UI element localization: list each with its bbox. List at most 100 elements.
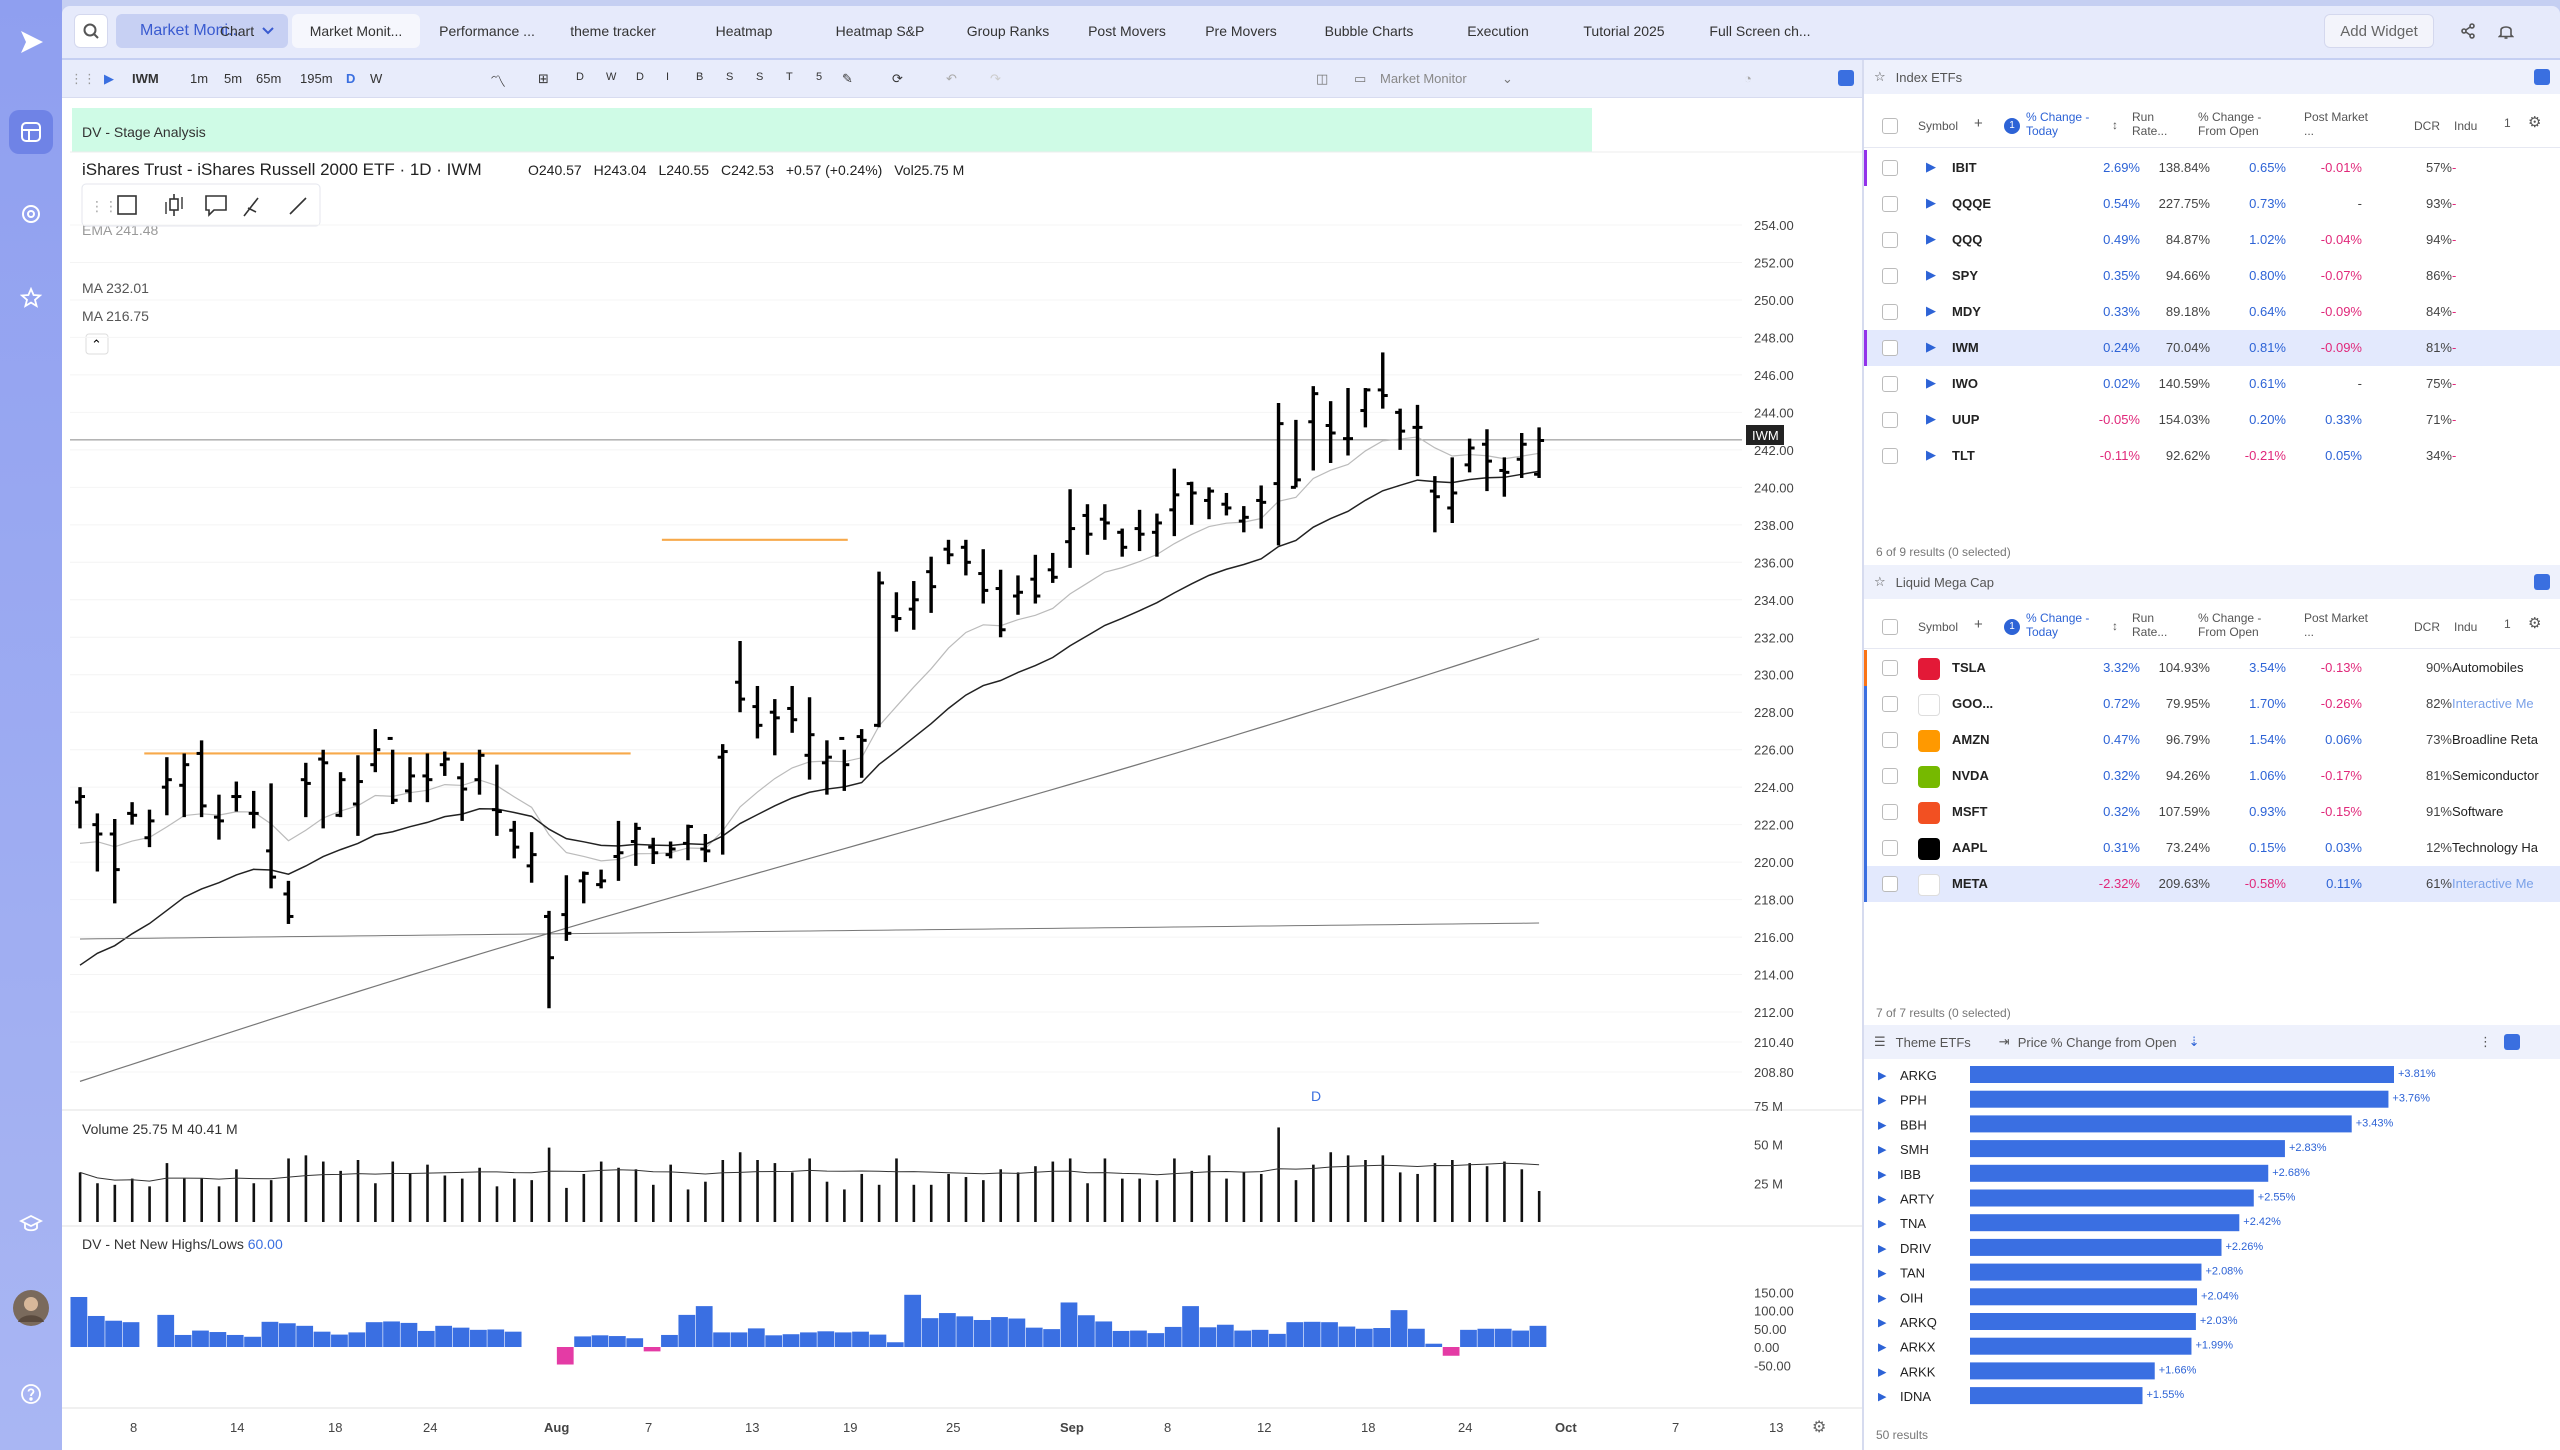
tab-heatmap-s-p[interactable]: Heatmap S&P: [835, 23, 925, 39]
row-checkbox[interactable]: [1882, 768, 1898, 784]
bell-icon[interactable]: [2492, 14, 2520, 48]
table-row[interactable]: ▶ QQQE 0.54% 227.75% 0.73% -93% -: [1864, 186, 2560, 222]
pen-icon[interactable]: ✎: [842, 71, 853, 86]
play-icon[interactable]: ▶: [1926, 231, 1936, 246]
tab-group-ranks[interactable]: Group Ranks: [966, 23, 1050, 39]
color-chip[interactable]: [1838, 70, 1854, 86]
panel-color-chip[interactable]: [2534, 69, 2550, 85]
theme-metric[interactable]: Price % Change from Open: [2017, 1034, 2177, 1050]
tab-heatmap[interactable]: Heatmap: [715, 23, 773, 39]
row-checkbox[interactable]: [1882, 732, 1898, 748]
symbol-cell[interactable]: NVDA: [1952, 768, 1989, 783]
row-checkbox[interactable]: [1882, 376, 1898, 392]
symbol-cell[interactable]: QQQE: [1952, 196, 1992, 211]
date-range-button[interactable]: D: [576, 71, 584, 83]
help-icon[interactable]: [9, 1372, 53, 1416]
symbol-cell[interactable]: TSLA: [1952, 660, 1986, 675]
symbol-cell[interactable]: META: [1952, 876, 1988, 891]
symbol-cell[interactable]: AMZN: [1952, 732, 1990, 747]
interval-195m[interactable]: 195m: [300, 71, 333, 86]
star-icon[interactable]: [9, 276, 53, 320]
row-checkbox[interactable]: [1882, 448, 1898, 464]
drawing-drag-icon[interactable]: ⋮⋮: [90, 198, 118, 214]
play-icon[interactable]: ▶: [1926, 303, 1936, 318]
col-symbol[interactable]: Symbol: [1918, 119, 1959, 133]
play-icon[interactable]: ▶: [1926, 411, 1936, 426]
play-logo-icon[interactable]: [9, 20, 53, 64]
indicator-icon[interactable]: 〽: [490, 74, 507, 91]
symbol-cell[interactable]: MDY: [1952, 304, 1981, 319]
col-post-market[interactable]: Post Market ...: [2304, 611, 2369, 639]
more-icon[interactable]: ⋮: [2479, 1034, 2492, 1049]
layout-name[interactable]: Market Monitor: [1380, 71, 1467, 86]
date-range-button[interactable]: D: [636, 71, 644, 83]
add-column-icon[interactable]: +: [1974, 115, 1983, 132]
col-indu[interactable]: Indu: [2454, 620, 2478, 634]
symbol-cell[interactable]: AAPL: [1952, 840, 1988, 855]
settings-icon[interactable]: ⚙: [2528, 615, 2542, 632]
row-checkbox[interactable]: [1882, 232, 1898, 248]
interval-5m[interactable]: 5m: [224, 71, 243, 86]
tab-tutorial-2025[interactable]: Tutorial 2025: [1583, 23, 1665, 39]
history-icon[interactable]: ◔: [1744, 71, 1752, 86]
table-row[interactable]: META -2.32% 209.63% -0.58% 0.11% 61% Interacti…: [1864, 866, 2560, 902]
col-dcr[interactable]: DCR: [2414, 119, 2440, 133]
refresh-icon[interactable]: ⟳: [892, 71, 903, 86]
chart-area[interactable]: DV - Stage Analysis iShares Trust - iSha…: [62, 98, 1862, 1450]
row-checkbox[interactable]: [1882, 696, 1898, 712]
play-icon[interactable]: ▶: [1926, 447, 1936, 462]
col-run-rate[interactable]: Run Rate...: [2132, 110, 2168, 138]
table-row[interactable]: AMZN 0.47% 96.79% 1.54% 0.06% 73% Broadline Re…: [1864, 722, 2560, 758]
undo-icon[interactable]: ↶: [946, 71, 957, 86]
table-row[interactable]: ▶ IBIT 2.69% 138.84% 0.65% -0.01% 57% -: [1864, 150, 2560, 186]
interval-D[interactable]: D: [346, 71, 356, 86]
date-range-button[interactable]: S: [726, 71, 734, 83]
interval-W[interactable]: W: [370, 71, 383, 86]
table-row[interactable]: TSLA 3.32% 104.93% 3.54% -0.13% 90% Automobile…: [1864, 650, 2560, 686]
panel-icon[interactable]: ◫: [1316, 71, 1329, 86]
col-change-open[interactable]: % Change - From Open: [2198, 611, 2262, 639]
date-range-button[interactable]: W: [606, 71, 617, 83]
col-run-rate[interactable]: Run Rate...: [2132, 611, 2168, 639]
add-column-icon[interactable]: +: [1974, 616, 1983, 633]
table-row[interactable]: ▶ QQQ 0.49% 84.87% 1.02% -0.04% 94% -: [1864, 222, 2560, 258]
tab-pre-movers[interactable]: Pre Movers: [1205, 23, 1277, 39]
play-icon[interactable]: ▶: [1926, 195, 1936, 210]
col-change-today[interactable]: % Change - Today: [2026, 110, 2090, 138]
avatar[interactable]: [9, 1286, 53, 1330]
symbol-input[interactable]: IWM: [132, 71, 159, 86]
table-row[interactable]: MSFT 0.32% 107.59% 0.93% -0.15% 91% Software: [1864, 794, 2560, 830]
symbol-cell[interactable]: QQQ: [1952, 232, 1983, 247]
symbol-cell[interactable]: TLT: [1952, 448, 1975, 463]
col-change-today[interactable]: % Change - Today: [2026, 611, 2090, 639]
tab-performance[interactable]: Performance ...: [439, 23, 535, 39]
row-checkbox[interactable]: [1882, 268, 1898, 284]
comment-tool-icon[interactable]: [205, 195, 227, 217]
date-range-button[interactable]: I: [666, 71, 670, 83]
panel-color-chip[interactable]: [2534, 574, 2550, 590]
row-checkbox[interactable]: [1882, 804, 1898, 820]
list-icon[interactable]: ☰: [1874, 1034, 1886, 1049]
tab-execution[interactable]: Execution: [1467, 23, 1529, 39]
collapse-legend-button[interactable]: [85, 333, 109, 355]
star-icon[interactable]: ☆: [1874, 574, 1886, 589]
play-icon[interactable]: ▶: [1926, 159, 1936, 174]
tab-chart[interactable]: Chart: [219, 23, 255, 39]
row-checkbox[interactable]: [1882, 340, 1898, 356]
symbol-cell[interactable]: IWO: [1952, 376, 1978, 391]
table-row[interactable]: AAPL 0.31% 73.24% 0.15% 0.03% 12% Technology H…: [1864, 830, 2560, 866]
share-icon[interactable]: [2454, 14, 2482, 48]
row-checkbox[interactable]: [1882, 660, 1898, 676]
date-range-button[interactable]: T: [786, 71, 793, 83]
folder-icon[interactable]: ▭: [1354, 71, 1367, 86]
select-all-checkbox[interactable]: [1882, 619, 1898, 635]
rectangle-tool-icon[interactable]: [117, 195, 137, 215]
date-range-button[interactable]: B: [696, 71, 704, 83]
row-checkbox[interactable]: [1882, 876, 1898, 892]
date-range-button[interactable]: 5: [816, 71, 823, 83]
col-change-open[interactable]: % Change - From Open: [2198, 110, 2262, 138]
play-icon[interactable]: ▶: [1926, 339, 1936, 354]
row-checkbox[interactable]: [1882, 304, 1898, 320]
star-icon[interactable]: ☆: [1874, 69, 1886, 84]
tab-post-movers[interactable]: Post Movers: [1088, 23, 1166, 39]
